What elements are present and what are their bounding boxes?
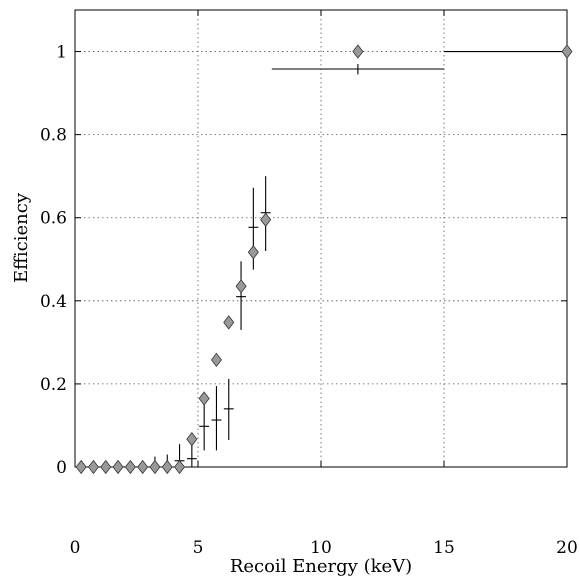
diamond-point [247, 245, 259, 260]
errorbar-point [199, 400, 210, 451]
errorbar-series [152, 50, 567, 468]
y-tick-label: 0.6 [40, 209, 67, 229]
diamond-point [124, 459, 136, 475]
grid-lines [75, 10, 567, 467]
x-tick-label: 0 [70, 538, 81, 558]
y-tick-label: 0.4 [40, 292, 67, 312]
diamond-point [112, 459, 124, 475]
diamond-point [100, 459, 112, 475]
axis-ticks [74, 10, 568, 468]
errorbar-point [236, 261, 246, 330]
errorbar-point [223, 378, 234, 440]
diamond-series [75, 44, 573, 475]
x-axis-label: Recoil Energy (keV) [230, 556, 412, 577]
diamond-point [223, 315, 235, 330]
x-tick-label: 5 [193, 538, 204, 558]
x-tick-label: 20 [556, 538, 578, 558]
x-tick-label: 15 [433, 538, 455, 558]
y-tick-label: 0.2 [40, 375, 67, 395]
diamond-point [149, 459, 161, 475]
y-tick-label: 0 [56, 458, 67, 478]
diamond-point [137, 459, 149, 475]
y-tick-label: 1 [56, 43, 67, 63]
y-axis-label: Efficiency [11, 192, 32, 283]
diamond-point [161, 459, 173, 475]
diamond-point [210, 352, 222, 367]
diamond-point [198, 391, 210, 406]
errorbar-point [211, 385, 222, 451]
diamond-point [561, 44, 573, 59]
diamond-point [174, 459, 186, 475]
diamond-point [186, 432, 198, 447]
tick-labels: 0 5 10 15 20 0 0.2 0.4 0.6 0.8 1 [40, 43, 578, 558]
diamond-point [87, 459, 99, 475]
y-tick-label: 0.8 [40, 126, 67, 146]
errorbar-point [271, 64, 444, 75]
diamond-point [75, 459, 87, 475]
diamond-point [352, 44, 364, 59]
diamond-point [260, 212, 272, 227]
x-tick-label: 10 [310, 538, 332, 558]
diamond-point [235, 279, 247, 294]
